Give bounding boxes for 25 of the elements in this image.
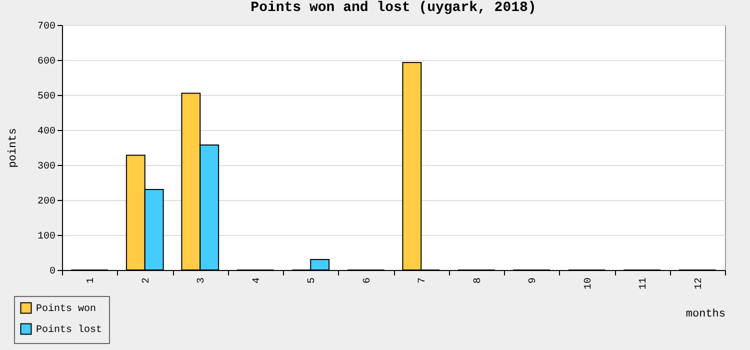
x-tick-label: 2 [141, 278, 152, 284]
y-tick-label: 600 [37, 56, 56, 68]
y-tick-label: 400 [37, 126, 56, 138]
x-tick-label: 8 [472, 278, 484, 284]
y-tick-label: 500 [37, 92, 56, 102]
x-tick-label: 12 [694, 278, 705, 290]
y-axis-title: points [7, 128, 20, 168]
x-axis-title: months [686, 308, 726, 320]
y-tick-label: 0 [49, 266, 56, 278]
x-tick-label: 3 [196, 278, 208, 284]
legend-label: Points won [36, 303, 96, 315]
y-tick-label: 100 [37, 232, 56, 242]
x-tick-label: 10 [583, 278, 594, 290]
x-tick-label: 11 [638, 278, 650, 290]
x-tick-label: 1 [86, 278, 98, 284]
legend-label: Points lost [36, 324, 102, 336]
y-tick-label: 700 [37, 22, 56, 32]
y-tick-label: 200 [37, 196, 56, 208]
x-tick-label: 7 [418, 278, 429, 284]
chart-title: Points won and lost (uygark, 2018) [250, 0, 536, 16]
x-tick-label: 9 [528, 278, 540, 284]
x-tick-label: 4 [252, 278, 263, 284]
x-tick-label: 5 [307, 278, 318, 284]
y-tick-label: 300 [37, 162, 56, 172]
x-tick-label: 6 [362, 278, 374, 284]
